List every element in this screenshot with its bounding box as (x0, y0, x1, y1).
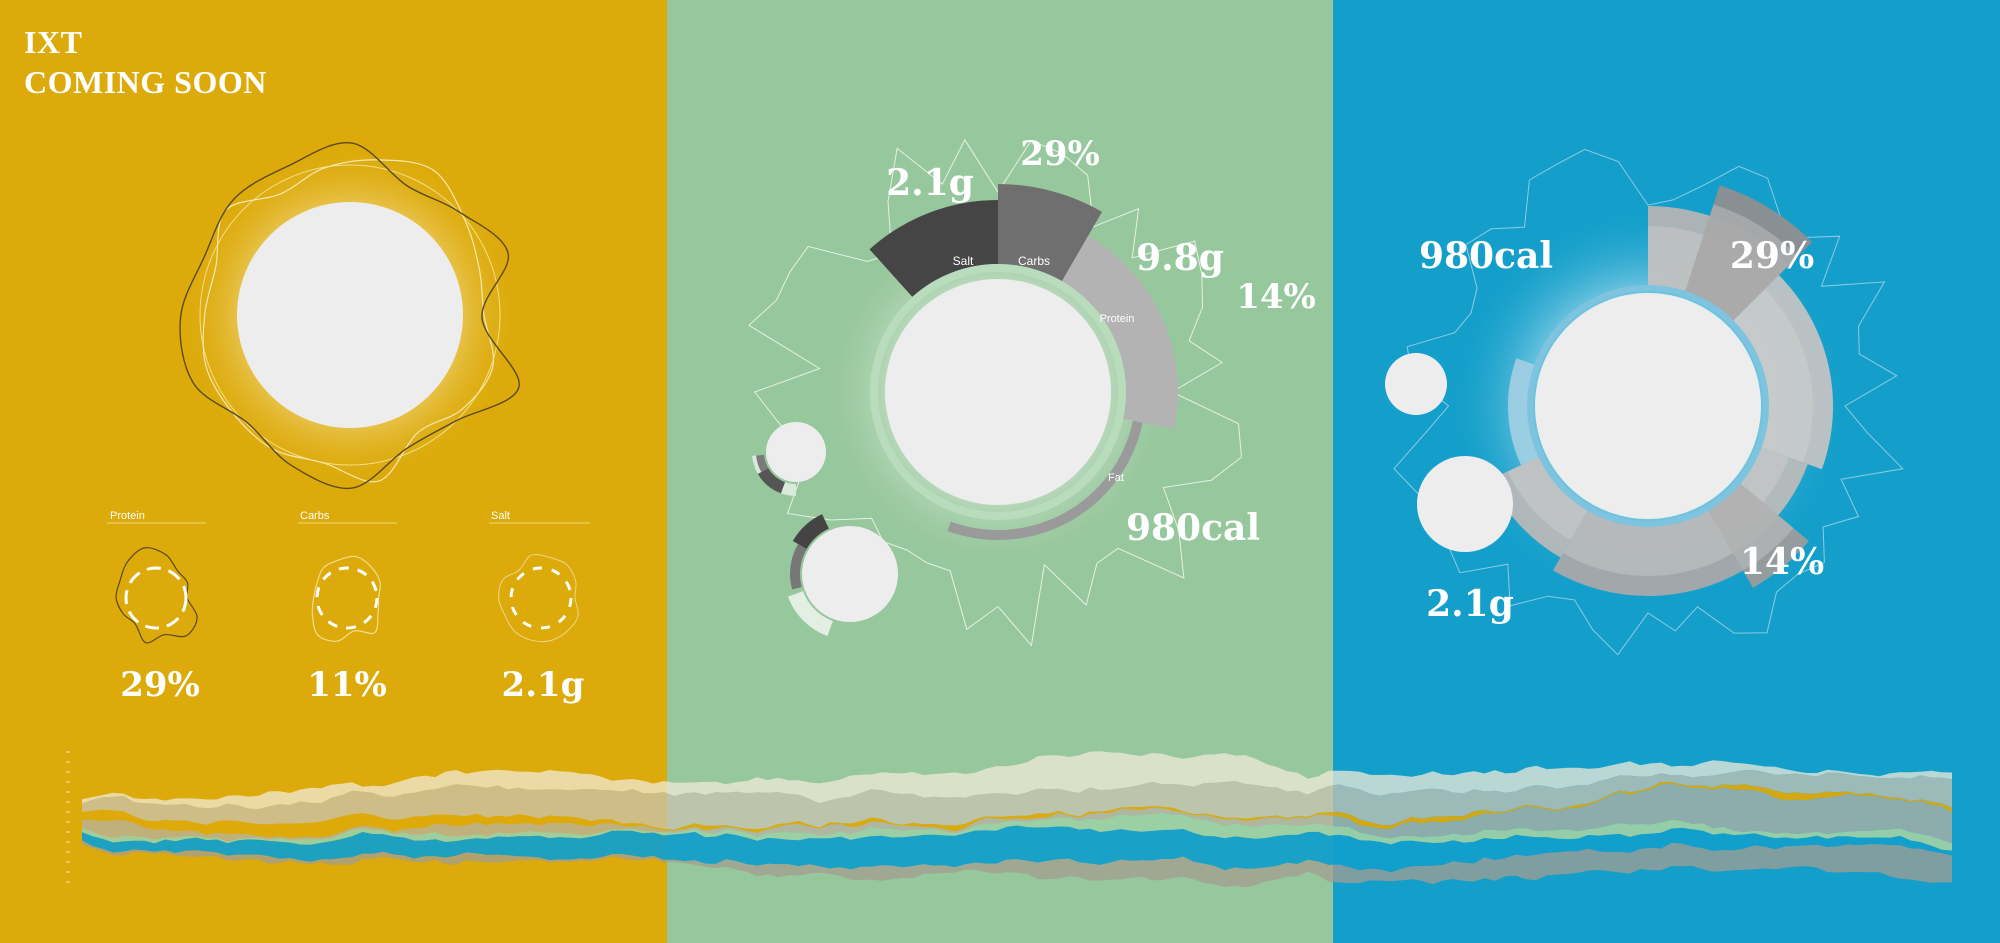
left-grid-ring (199, 164, 501, 466)
header-line-2: COMING SOON (24, 64, 267, 100)
right-pct-value-b: 14% (1740, 541, 1824, 583)
stream-layer (82, 812, 1952, 851)
middle-extra-value: 14% (1236, 277, 1316, 317)
protein-dash-ring (124, 566, 188, 630)
salt-dash-ring (509, 566, 573, 630)
right-pct-value-a: 29% (1730, 235, 1814, 277)
middle-salt-value: 2.1g (886, 162, 974, 204)
right-ring-segment (1731, 275, 1833, 470)
salt-segment (869, 200, 998, 297)
right-spiky-outline (1393, 148, 1904, 656)
right-small-disc-b (1417, 456, 1513, 552)
small-disc-b-ring-dark (792, 514, 829, 549)
left-small-multiples: Protein Carbs Salt 29% 11% 2.1g (107, 510, 590, 705)
header: IXT COMING SOON (24, 22, 267, 102)
stream-layer (82, 783, 1952, 843)
right-ring-inner-band (1684, 204, 1798, 323)
fat-segment (947, 420, 1143, 541)
right-main-disc (1535, 293, 1761, 519)
middle-carbs-value: 29% (1020, 134, 1100, 174)
small-disc-b-ring-mid (790, 544, 807, 590)
left-blob-dark (179, 141, 520, 490)
left-main-disc (237, 202, 463, 428)
right-cal-value: 980cal (1419, 235, 1553, 277)
middle-fat-value: 980cal (1126, 507, 1260, 549)
protein-segment-label: Protein (1100, 313, 1135, 325)
protein-label: Protein (110, 510, 145, 522)
bottom-streamgraph (82, 751, 1952, 888)
small-disc-b-ring-light (787, 591, 833, 637)
small-disc-a-ring-dark (757, 468, 786, 494)
right-ring-inner-band (1563, 508, 1733, 576)
protein-value: 29% (120, 665, 200, 705)
right-main-chart: 980cal 29% 14% 2.1g (1385, 148, 1904, 656)
middle-main-disc (885, 279, 1111, 505)
right-ring-segment (1707, 481, 1809, 588)
middle-inner-ring (870, 264, 1126, 520)
middle-small-discs (752, 422, 898, 637)
fat-segment-label: Fat (1108, 472, 1124, 484)
header-line-1: IXT (24, 24, 83, 60)
right-salt-value: 2.1g (1426, 583, 1514, 625)
right-inner-ring (1527, 285, 1769, 527)
stream-layer (82, 825, 1952, 873)
small-disc-b (802, 526, 898, 622)
small-disc-a-ring-mid (756, 454, 769, 472)
right-small-disc-a (1385, 353, 1447, 415)
small-disc-a (766, 422, 826, 482)
middle-spiky-outline (748, 138, 1243, 647)
salt-segment-label: Salt (953, 254, 974, 268)
stream-layer (82, 770, 1952, 830)
middle-protein-value: 9.8g (1136, 237, 1224, 279)
carbs-segment (998, 184, 1102, 282)
carbs-blob (311, 555, 381, 642)
left-main-chart (179, 141, 520, 490)
right-ring-segment (1684, 185, 1813, 323)
stream-layer (82, 782, 1952, 838)
carbs-label: Carbs (300, 510, 330, 522)
stream-layer (82, 840, 1952, 888)
right-ring-inner-band (1507, 455, 1589, 541)
carbs-dash-ring (315, 566, 379, 630)
protein-blob (115, 547, 198, 644)
carbs-value: 11% (307, 665, 387, 705)
right-ring-segment (1489, 455, 1589, 558)
salt-blob (498, 553, 579, 643)
streamgraph-ticks (66, 751, 70, 883)
right-ring-inner-band (1731, 289, 1813, 463)
stream-layer (82, 751, 1952, 810)
salt-label: Salt (491, 510, 510, 522)
carbs-segment-label: Carbs (1018, 254, 1050, 268)
left-blob-light (202, 159, 495, 483)
middle-main-chart: Salt Carbs Protein Fat 2.1g 29% 9.8g 14%… (748, 134, 1316, 647)
salt-value: 2.1g (502, 665, 585, 705)
right-ring-inner-band (1707, 481, 1794, 571)
right-ring-segment (1553, 508, 1743, 596)
protein-segment (1062, 236, 1179, 430)
